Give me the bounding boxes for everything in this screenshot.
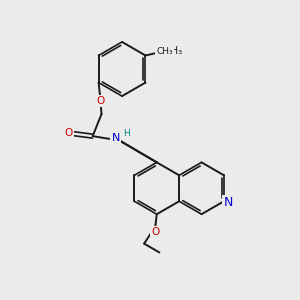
Text: O: O	[64, 128, 73, 138]
Text: N: N	[112, 133, 119, 143]
Text: H: H	[123, 129, 130, 138]
Text: N: N	[112, 133, 120, 143]
Text: O: O	[64, 128, 73, 138]
Text: O: O	[96, 96, 104, 106]
Text: CH₃: CH₃	[164, 46, 182, 56]
Text: N: N	[224, 196, 233, 209]
Text: H: H	[123, 129, 130, 138]
Text: O: O	[151, 227, 159, 237]
Text: O: O	[151, 227, 159, 237]
Text: N: N	[223, 196, 233, 209]
Text: CH₃: CH₃	[156, 47, 172, 56]
Text: O: O	[96, 96, 104, 106]
